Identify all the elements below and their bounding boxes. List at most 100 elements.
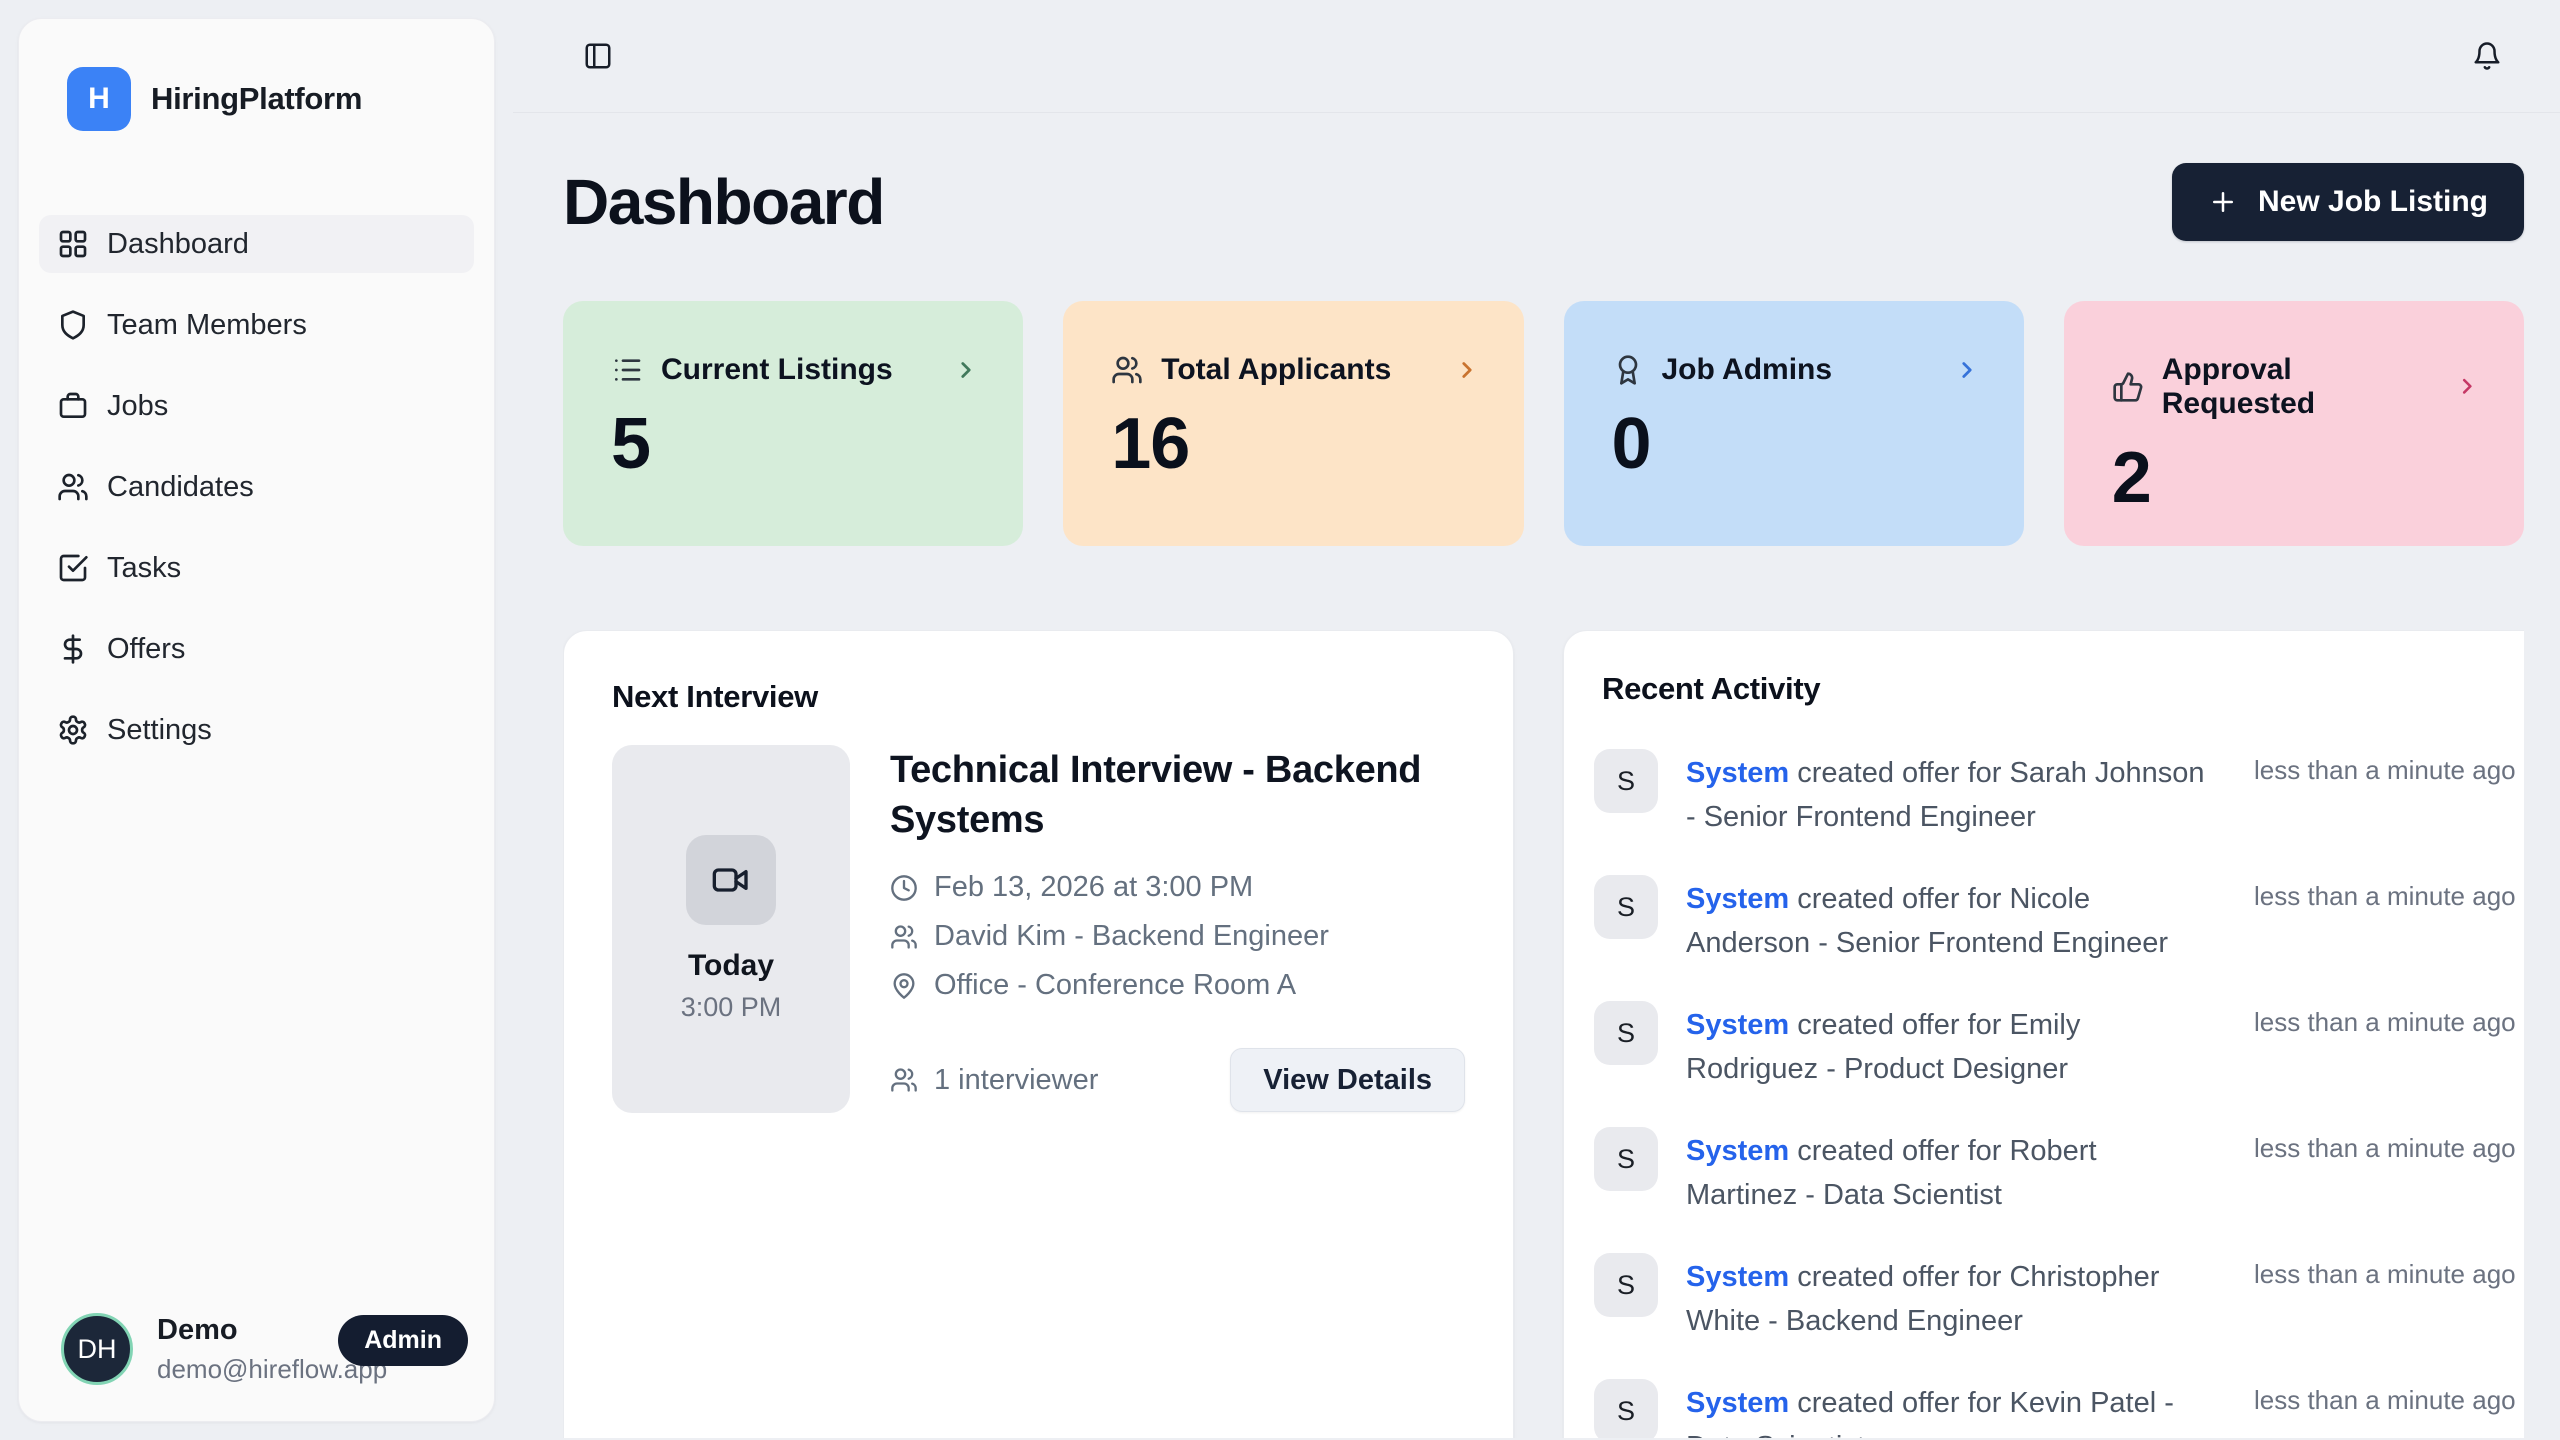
activity-line2: Data Scientist xyxy=(1686,1425,2226,1438)
new-job-listing-button[interactable]: New Job Listing xyxy=(2171,163,2524,241)
sidebar-toggle-button[interactable] xyxy=(577,35,619,77)
stat-head: Current Listings xyxy=(611,353,979,387)
activity-text: System created offer for Christopher Whi… xyxy=(1686,1253,2226,1343)
interview-time: 3:00 PM xyxy=(680,992,782,1022)
recent-activity-heading: Recent Activity xyxy=(1602,671,1821,706)
sidebar-item-settings[interactable]: Settings xyxy=(39,701,474,759)
panel-left-icon xyxy=(583,41,613,71)
stat-value: 0 xyxy=(1611,404,1652,484)
sidebar-item-dashboard[interactable]: Dashboard xyxy=(39,215,474,273)
activity-actor: System xyxy=(1686,1387,1790,1419)
user-block[interactable]: DH Demo demo@hireflow.app Admin xyxy=(39,1313,474,1385)
user-email: demo@hireflow.app xyxy=(157,1353,388,1384)
bell-icon xyxy=(2472,41,2502,71)
activity-item[interactable]: S System created offer for Christopher W… xyxy=(1594,1253,2516,1343)
stat-label: Job Admins xyxy=(1661,353,1833,386)
activity-line1: created offer for Robert xyxy=(1797,1135,2097,1167)
activity-actor: System xyxy=(1686,757,1790,789)
briefcase-icon xyxy=(57,390,89,422)
stat-value: 2 xyxy=(2111,438,2152,518)
sidebar-item-label: Jobs xyxy=(107,389,169,422)
activity-actor: System xyxy=(1686,1261,1790,1293)
sidebar-item-offers[interactable]: Offers xyxy=(39,620,474,678)
activity-line1: created offer for Christopher xyxy=(1797,1261,2160,1293)
main-area: Dashboard New Job Listing Current Listin… xyxy=(513,0,2560,1440)
activity-item[interactable]: S System created offer for Kevin Patel -… xyxy=(1594,1379,2516,1438)
activity-actor: System xyxy=(1686,883,1790,915)
award-icon xyxy=(1612,354,1644,386)
stat-value: 5 xyxy=(611,404,651,484)
interview-details: Technical Interview - Backend Systems Fe… xyxy=(890,745,1465,1113)
activity-line1: created offer for Kevin Patel - xyxy=(1797,1387,2174,1419)
interviewer-count: 1 interviewer xyxy=(934,1063,1099,1096)
activity-item[interactable]: S System created offer for Nicole Anders… xyxy=(1594,875,2516,965)
sidebar-item-label: Candidates xyxy=(107,470,254,503)
next-interview-heading: Next Interview xyxy=(612,679,818,714)
stat-card-total-applicants[interactable]: Total Applicants 16 xyxy=(1063,301,1524,546)
user-meta: Demo demo@hireflow.app xyxy=(157,1313,388,1385)
brand-initial: H xyxy=(88,82,110,115)
stat-card-current-listings[interactable]: Current Listings 5 xyxy=(563,301,1024,546)
dashboard-columns: Next Interview Today 3:00 PM Technical I… xyxy=(563,630,2524,1438)
title-row: Dashboard New Job Listing xyxy=(563,163,2524,241)
view-details-button[interactable]: View Details xyxy=(1230,1048,1465,1112)
brand: H HiringPlatform xyxy=(67,67,474,131)
interview-datetime-row: Feb 13, 2026 at 3:00 PM xyxy=(890,871,1465,904)
sidebar-item-label: Settings xyxy=(107,713,212,746)
activity-item[interactable]: S System created offer for Sarah Johnson… xyxy=(1594,749,2516,839)
dashboard-grid-icon xyxy=(57,228,89,260)
chevron-right-icon xyxy=(2455,374,2480,400)
activity-timestamp: less than a minute ago xyxy=(2254,1133,2516,1163)
activity-line1: created offer for Emily xyxy=(1797,1009,2081,1041)
interview-datetime: Feb 13, 2026 at 3:00 PM xyxy=(934,871,1254,903)
activity-avatar: S xyxy=(1594,1127,1658,1191)
activity-line2: - Senior Frontend Engineer xyxy=(1686,801,2036,833)
activity-list: S System created offer for Sarah Johnson… xyxy=(1594,749,2516,1438)
activity-text: System created offer for Sarah Johnson -… xyxy=(1686,749,2226,839)
next-interview-panel: Next Interview Today 3:00 PM Technical I… xyxy=(563,630,1514,1438)
stat-label: Total Applicants xyxy=(1161,353,1392,386)
activity-item[interactable]: S System created offer for Emily Rodrigu… xyxy=(1594,1001,2516,1091)
activity-timestamp: less than a minute ago xyxy=(2254,1259,2516,1289)
activity-item[interactable]: S System created offer for Robert Martin… xyxy=(1594,1127,2516,1217)
stat-label: Approval Requested xyxy=(2161,353,2316,420)
stat-card-approval-requested[interactable]: Approval Requested 2 xyxy=(2063,301,2524,546)
clock-icon xyxy=(890,874,918,902)
role-badge: Admin xyxy=(338,1315,468,1366)
interviewer-count-row: 1 interviewer xyxy=(890,1064,1098,1097)
video-camera-icon xyxy=(711,860,751,900)
view-details-label: View Details xyxy=(1263,1063,1432,1096)
recent-activity-panel: Recent Activity S System created offer f… xyxy=(1563,630,2524,1438)
chevron-right-icon xyxy=(1454,357,1480,383)
users-icon xyxy=(57,471,89,503)
chevron-right-icon xyxy=(1954,357,1980,383)
sidebar-item-tasks[interactable]: Tasks xyxy=(39,539,474,597)
chevron-right-icon xyxy=(953,357,979,383)
activity-line1: created offer for Sarah Johnson xyxy=(1797,757,2205,789)
stat-value: 16 xyxy=(1111,404,1190,484)
interview-title: Technical Interview - Backend Systems xyxy=(890,749,1422,841)
activity-line2: Anderson - Senior Frontend Engineer xyxy=(1686,927,2169,959)
sidebar: H HiringPlatform Dashboard Team Members … xyxy=(18,18,495,1422)
stat-card-job-admins[interactable]: Job Admins 0 xyxy=(1563,301,2024,546)
sidebar-item-team-members[interactable]: Team Members xyxy=(39,296,474,354)
user-name: Demo xyxy=(157,1313,238,1346)
activity-text: System created offer for Nicole Anderson… xyxy=(1686,875,2226,965)
interview-location-row: Office - Conference Room A xyxy=(890,969,1465,1002)
thumbs-up-icon xyxy=(2112,371,2144,403)
activity-timestamp: less than a minute ago xyxy=(2254,1385,2516,1415)
activity-line2: Martinez - Data Scientist xyxy=(1686,1179,2002,1211)
activity-timestamp: less than a minute ago xyxy=(2254,755,2516,785)
sidebar-item-jobs[interactable]: Jobs xyxy=(39,377,474,435)
video-icon-box xyxy=(686,835,776,925)
sidebar-item-candidates[interactable]: Candidates xyxy=(39,458,474,516)
stat-head: Job Admins xyxy=(1612,353,1980,387)
interview-datebox: Today 3:00 PM xyxy=(612,745,850,1113)
interview-day: Today xyxy=(687,949,775,982)
users-icon xyxy=(890,923,918,951)
avatar: DH xyxy=(61,1313,133,1385)
interview-interviewer: David Kim - Backend Engineer xyxy=(934,920,1329,952)
notifications-button[interactable] xyxy=(2466,35,2508,77)
stats-row: Current Listings 5 Total Applicants xyxy=(563,301,2524,546)
activity-line1: created offer for Nicole xyxy=(1797,883,2091,915)
